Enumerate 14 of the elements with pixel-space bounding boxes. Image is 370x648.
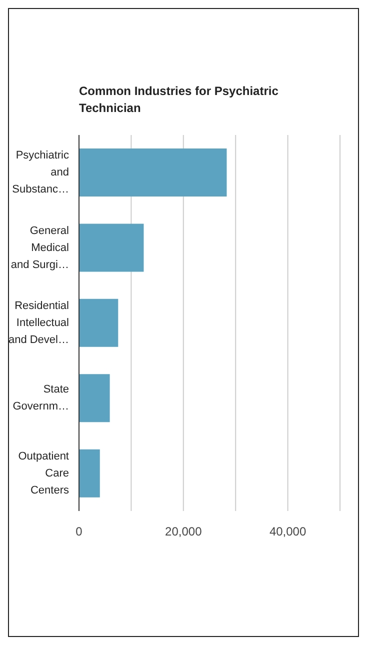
bar <box>79 298 118 347</box>
x-tick-label: 20,000 <box>165 524 202 539</box>
bar <box>79 224 144 272</box>
bar <box>79 374 110 422</box>
x-tick-label: 40,000 <box>269 524 306 539</box>
y-tick-label: Outpatient Care Centers <box>18 450 70 496</box>
bar <box>79 148 227 197</box>
chart-title: Common Industries for Psychiatric Technician <box>79 83 280 117</box>
x-tick-label: 0 <box>76 524 83 539</box>
bar <box>79 449 100 498</box>
y-tick-label: Residential Intellectual and Devel… <box>8 300 69 346</box>
y-tick-label: State Governm… <box>12 384 69 413</box>
y-tick-label: General Medical and Surgi… <box>10 224 69 271</box>
y-tick-label: Psychiatric and Substanc… <box>12 150 70 196</box>
